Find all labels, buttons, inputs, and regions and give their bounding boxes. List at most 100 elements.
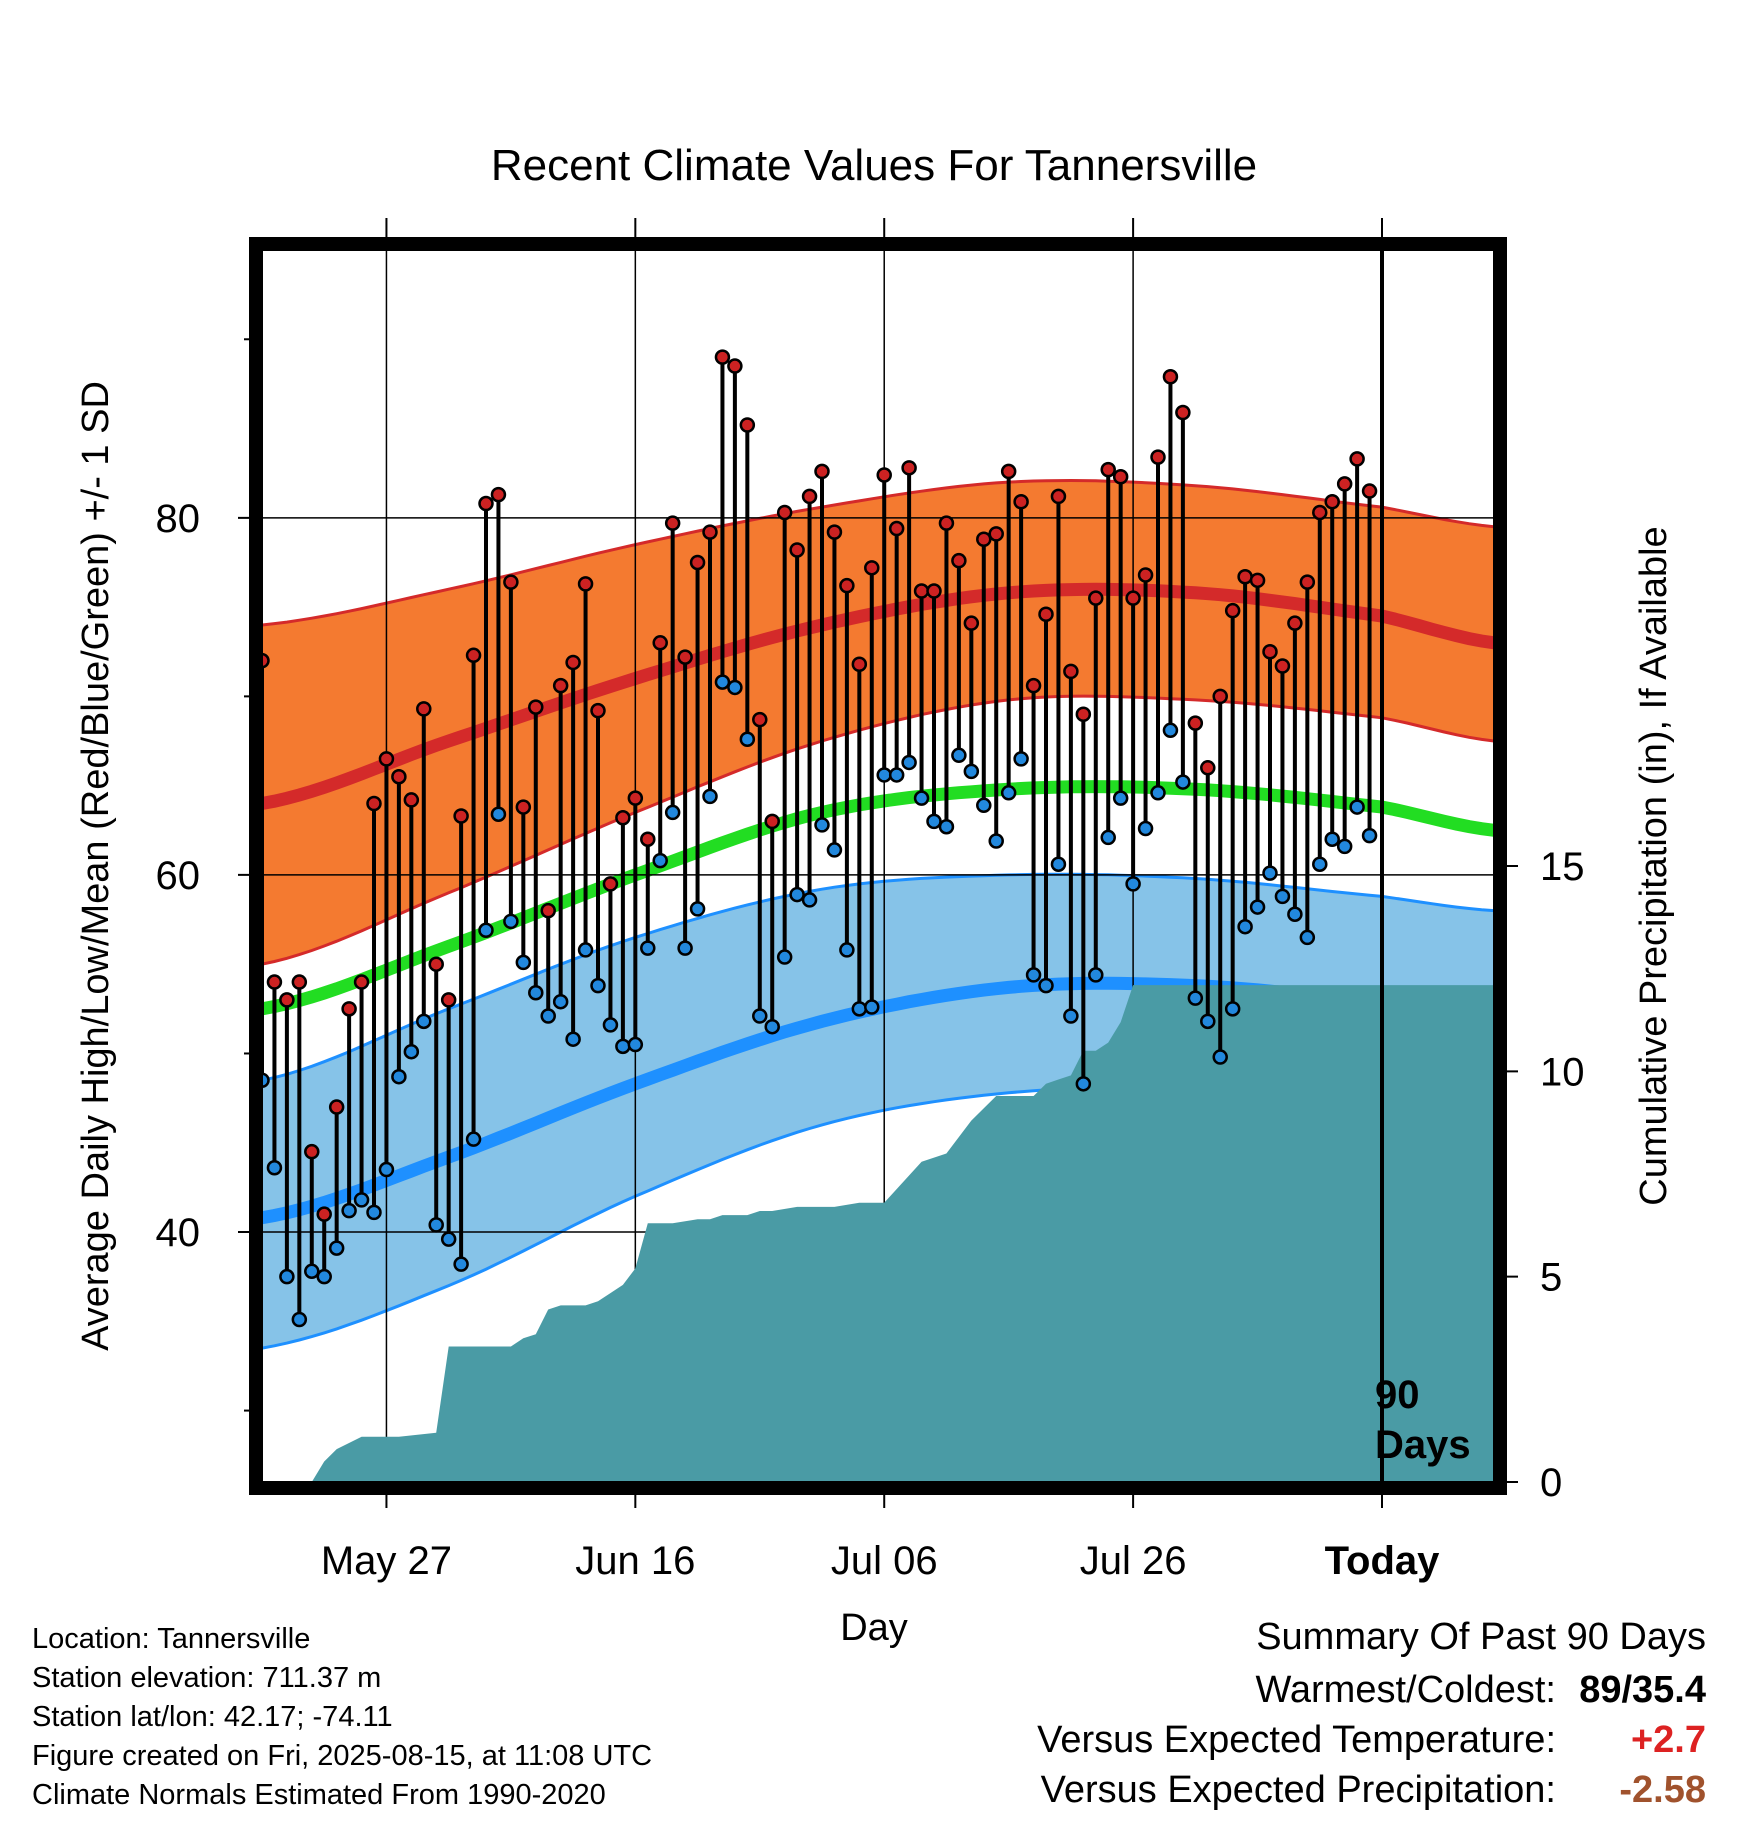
obs-low-dot [465, 1131, 482, 1147]
obs-high-dot [262, 652, 270, 669]
high-sd-band [262, 480, 1494, 965]
obs-high-dot [839, 577, 855, 594]
obs-low-dot [416, 1013, 432, 1030]
obs-low-dot [291, 1311, 308, 1328]
temp-anomaly-row: Versus Expected Temperature: +2.7 [1037, 1715, 1706, 1765]
plot-area [262, 250, 1494, 1482]
obs-low-dot [1324, 831, 1340, 847]
obs-high-dot [1212, 688, 1228, 705]
obs-high-dot [888, 520, 905, 537]
warmest-coldest-label: Warmest/Coldest: [1255, 1669, 1556, 1711]
created-line: Figure created on Fri, 2025-08-15, at 11… [32, 1740, 653, 1772]
obs-low-dot [926, 813, 942, 830]
obs-low-dot [353, 1192, 370, 1208]
obs-high-dot [266, 974, 283, 990]
obs-low-dot [664, 804, 681, 821]
obs-high-dot [677, 649, 693, 665]
obs-high-dot [416, 701, 432, 717]
obs-high-dot [328, 1099, 345, 1115]
temp-anomaly-label: Versus Expected Temperature: [1037, 1719, 1556, 1761]
obs-high-dot [1200, 760, 1216, 776]
obs-low-dot [1050, 856, 1067, 872]
obs-low-dot [839, 942, 855, 958]
obs-low-dot [540, 1008, 556, 1024]
obs-high-dot [1336, 476, 1353, 492]
precip-anomaly-row: Versus Expected Precipitation: -2.58 [1037, 1765, 1706, 1815]
obs-high-dot [1063, 663, 1079, 680]
obs-high-dot [1137, 567, 1154, 583]
obs-high-dot [1000, 463, 1017, 480]
obs-low-dot [1075, 1076, 1092, 1092]
precip-anomaly-value: -2.58 [1619, 1769, 1706, 1811]
obs-high-dot [627, 790, 644, 806]
obs-low-dot [727, 679, 743, 696]
obs-high-dot [353, 974, 370, 990]
obs-high-dot [1274, 658, 1291, 674]
obs-high-dot [1312, 504, 1328, 521]
obs-high-dot [640, 831, 656, 847]
obs-high-dot [552, 677, 569, 694]
obs-high-dot [465, 647, 482, 664]
obs-low-dot [752, 1008, 768, 1024]
obs-high-dot [1262, 643, 1278, 660]
obs-high-dot [1112, 469, 1129, 485]
obs-low-dot [913, 790, 930, 806]
obs-low-dot [814, 817, 830, 833]
obs-low-dot [776, 949, 793, 965]
obs-low-dot [677, 940, 693, 956]
obs-low-dot [764, 1018, 780, 1035]
obs-low-dot [453, 1256, 469, 1272]
obs-low-dot [739, 731, 756, 747]
obs-high-dot [913, 583, 930, 599]
obs-low-dot [565, 1031, 581, 1047]
obs-high-dot [1150, 449, 1166, 465]
obs-high-dot [503, 574, 519, 590]
obs-low-dot [316, 1268, 332, 1285]
obs-low-dot [938, 818, 955, 835]
low-sd-upper-line [262, 872, 1494, 1082]
obs-low-dot [602, 1017, 619, 1033]
obs-low-dot [864, 999, 880, 1015]
obs-high-dot [739, 417, 756, 433]
chart-title: Recent Climate Values For Tannersville [491, 141, 1257, 190]
obs-high-dot [1224, 602, 1241, 619]
obs-low-dot [266, 1160, 283, 1176]
obs-low-dot [378, 1161, 395, 1178]
normals-line: Climate Normals Estimated From 1990-2020 [32, 1779, 606, 1811]
x-axis-label: Day [840, 1607, 908, 1649]
today-days-label-unit: Days [1375, 1423, 1471, 1467]
precip-area [262, 985, 1494, 1482]
obs-low-dot [515, 954, 532, 971]
obs-high-dot [938, 515, 955, 531]
obs-high-dot [926, 583, 942, 599]
obs-high-dot [951, 552, 967, 569]
obs-low-dot [1013, 751, 1029, 767]
precip-anomaly-label: Versus Expected Precipitation: [1040, 1769, 1556, 1811]
obs-low-dot [1100, 829, 1116, 846]
right-axis-label: Cumulative Precipitation (in), If Availa… [1633, 526, 1675, 1205]
obs-high-dot [1287, 615, 1303, 631]
obs-high-dot [1100, 461, 1116, 478]
obs-high-dot [1025, 677, 1042, 694]
obs-high-dot [752, 711, 768, 728]
obs-low-dot [876, 767, 892, 783]
obs-low-dot [1312, 856, 1328, 872]
right-tick-label: 5 [1540, 1256, 1562, 1300]
normal-high-line [262, 582, 1494, 810]
obs-high-dot [304, 1143, 320, 1160]
obs-low-dot [577, 942, 594, 958]
obs-high-dot [316, 1206, 332, 1222]
obs-low-dot [1112, 790, 1129, 806]
obs-low-dot [341, 1202, 357, 1219]
obs-high-dot [851, 656, 868, 672]
obs-high-dot [901, 460, 917, 476]
obs-high-dot [528, 699, 544, 715]
left-tick-label: 40 [156, 1211, 201, 1255]
obs-low-dot [1299, 929, 1316, 946]
obs-low-dot [328, 1240, 345, 1256]
obs-high-dot [976, 531, 992, 548]
today-days-label-number: 90 [1375, 1373, 1420, 1417]
left-axis-label: Average Daily High/Low/Mean (Red/Blue/Gr… [75, 381, 117, 1351]
obs-high-dot [366, 795, 382, 812]
obs-high-dot [714, 349, 731, 365]
